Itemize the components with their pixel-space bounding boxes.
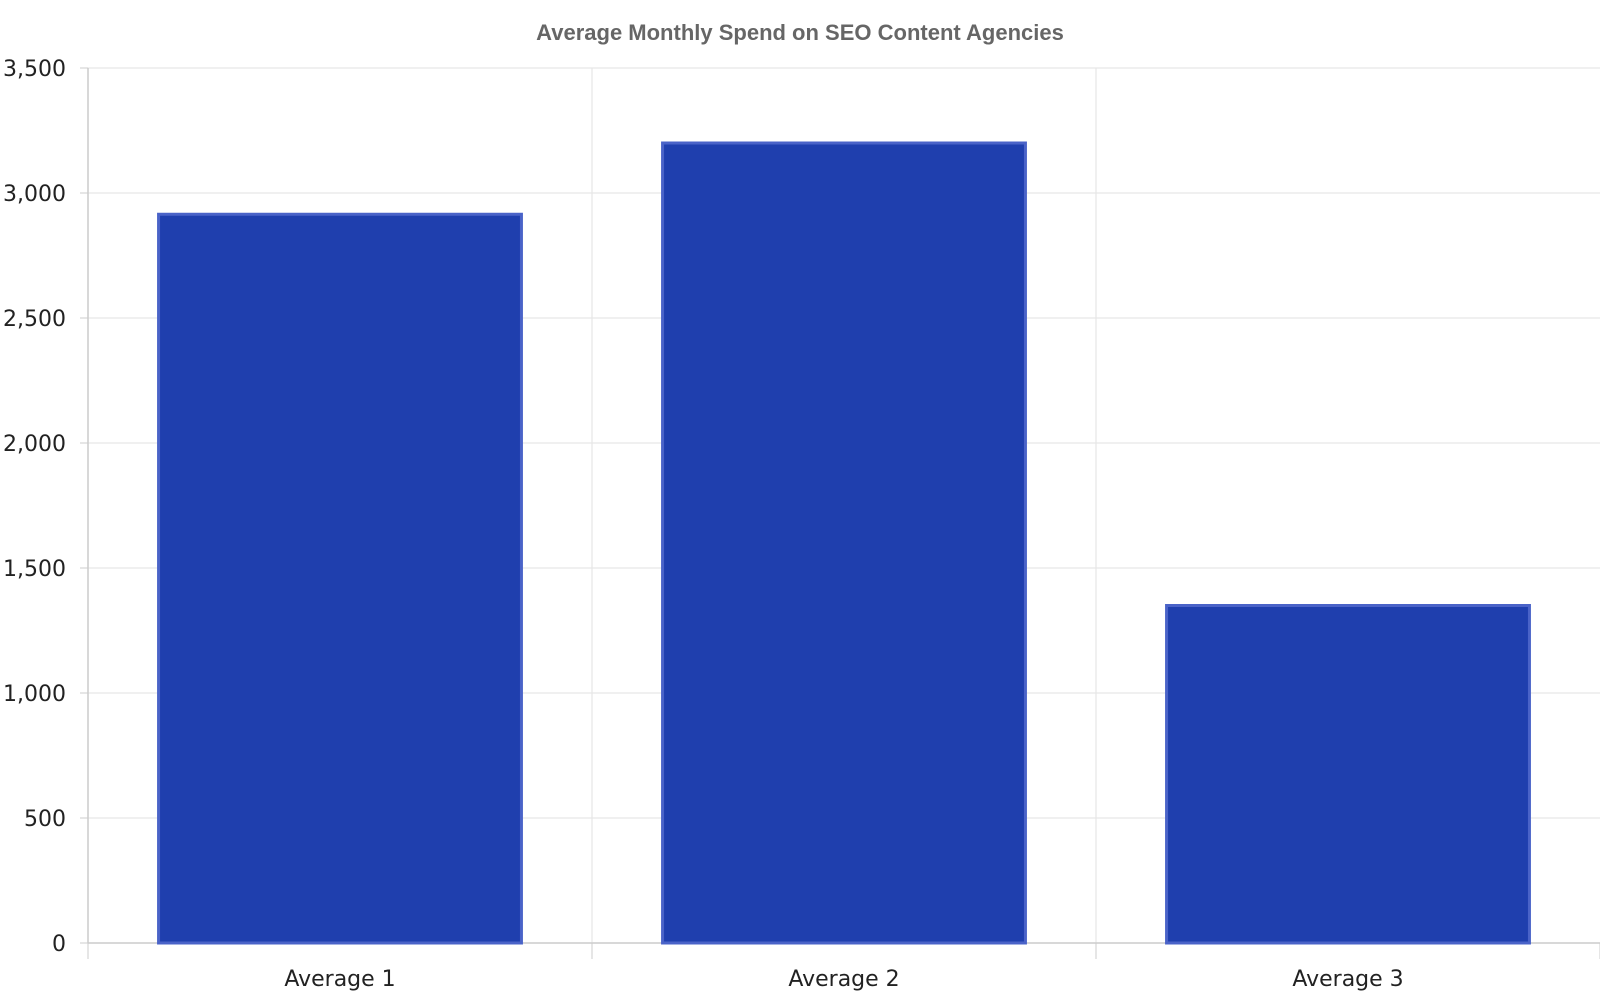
bar[interactable]: [661, 141, 1027, 945]
x-tick-label: Average 1: [284, 967, 395, 992]
x-axis-ticks: Average 1 Average 2 Average 3: [284, 967, 1403, 992]
y-tick-label: 3,500: [3, 57, 66, 82]
y-tick-label: 500: [24, 807, 66, 832]
y-tick-label: 1,500: [3, 557, 66, 582]
chart-title: Average Monthly Spend on SEO Content Age…: [536, 20, 1064, 45]
y-axis-ticks: 0 500 1,000 1,500 2,000 2,500 3,000 3,500: [3, 57, 66, 957]
y-tick-label: 1,000: [3, 682, 66, 707]
y-tick-label: 3,000: [3, 182, 66, 207]
x-tick-label: Average 2: [788, 967, 899, 992]
y-tick-label: 2,000: [3, 432, 66, 457]
bar[interactable]: [157, 212, 523, 945]
x-tick-label: Average 3: [1292, 967, 1403, 992]
bars: [157, 141, 1531, 945]
y-tick-label: 0: [52, 932, 66, 957]
y-tick-label: 2,500: [3, 307, 66, 332]
bar[interactable]: [1165, 604, 1531, 945]
